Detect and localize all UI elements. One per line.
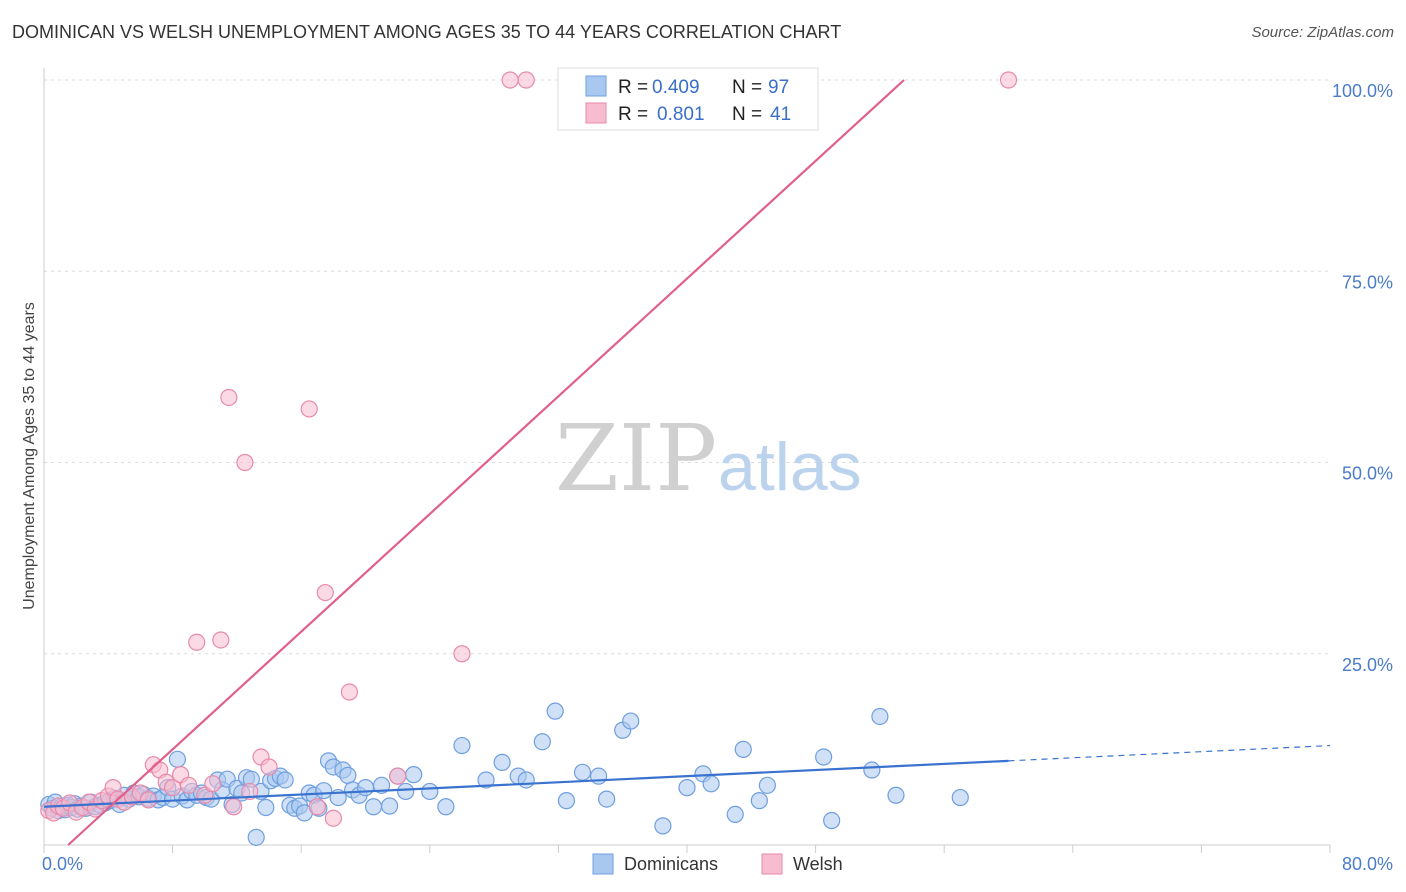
- scatter-point: [257, 798, 275, 817]
- y-tick-label: 75.0%: [1342, 272, 1393, 292]
- scatter-point: [815, 748, 833, 766]
- scatter-point: [533, 733, 551, 751]
- scatter-point: [493, 753, 511, 771]
- legend-label-dominicans: Dominicans: [624, 854, 718, 874]
- y-tick-label: 25.0%: [1342, 655, 1393, 675]
- scatter-point: [453, 736, 471, 755]
- scatter-point: [212, 631, 230, 649]
- legend-label-welsh: Welsh: [793, 854, 843, 874]
- x-tick-labels: 0.0% 80.0%: [42, 854, 1393, 874]
- y-tick-label: 50.0%: [1342, 464, 1393, 484]
- y-axis-label: Unemployment Among Ages 35 to 44 years: [21, 302, 38, 610]
- scatter-point: [734, 740, 752, 758]
- scatter-point: [315, 782, 333, 800]
- chart-title: DOMINICAN VS WELSH UNEMPLOYMENT AMONG AG…: [12, 22, 842, 42]
- scatter-point: [517, 771, 535, 789]
- trend-line-welsh: [67, 79, 905, 846]
- scatter-point: [863, 761, 881, 779]
- scatter-point: [225, 798, 243, 816]
- scatter-point: [501, 71, 519, 89]
- scatter-point: [389, 767, 407, 785]
- scatter-point: [276, 771, 294, 789]
- gridlines: [44, 79, 1330, 655]
- scatter-point: [316, 583, 334, 602]
- scatter-point: [188, 633, 206, 651]
- scatter-point: [139, 791, 158, 809]
- scatter-point: [437, 798, 455, 816]
- scatter-point: [702, 775, 720, 793]
- stats-swatch-welsh: [585, 102, 607, 124]
- scatter-point: [871, 707, 889, 726]
- legend-swatch-welsh: [761, 853, 783, 875]
- scatter-point: [598, 790, 616, 808]
- scatter-point: [678, 779, 696, 797]
- x-tick-label: 80.0%: [1342, 854, 1393, 874]
- scatter-point: [220, 388, 238, 407]
- watermark: ZIP atlas: [555, 405, 862, 512]
- scatter-point: [654, 817, 672, 835]
- scatter-point: [589, 767, 608, 785]
- scatter-point: [557, 792, 576, 810]
- scatter-point: [180, 776, 198, 794]
- scatter-point: [421, 782, 439, 801]
- watermark-zip: ZIP: [555, 405, 717, 512]
- scatter-point: [260, 758, 278, 776]
- stats-n-value: 41: [770, 104, 791, 125]
- scatter-point: [477, 771, 495, 789]
- series-legend: Dominicans Welsh: [592, 853, 843, 875]
- scatter-point: [324, 809, 342, 827]
- scatter-point: [622, 712, 640, 730]
- legend-swatch-dominicans: [592, 853, 614, 875]
- scatter-point: [241, 782, 259, 801]
- scatter-point: [999, 71, 1018, 89]
- stats-n-value: 97: [768, 77, 789, 98]
- x-minor-ticks: [43, 845, 1331, 853]
- trend-extension-dominicans: [1008, 744, 1331, 762]
- scatter-point: [372, 776, 391, 794]
- scatter-point: [405, 766, 423, 784]
- scatter-point: [573, 763, 592, 781]
- watermark-atlas: atlas: [718, 429, 862, 505]
- scatter-point: [339, 766, 357, 784]
- scatter-point: [340, 683, 359, 701]
- scatter-point: [381, 797, 399, 815]
- series-welsh-points: [40, 71, 1018, 827]
- scatter-point: [726, 805, 744, 824]
- scatter-point: [750, 792, 768, 810]
- stats-legend: R = 0.409 N = 97 R = 0.801 N = 41: [557, 67, 819, 131]
- scatter-point: [247, 828, 265, 846]
- scatter-point: [546, 702, 564, 720]
- y-tick-labels: 25.0% 50.0% 75.0% 100.0%: [1332, 81, 1393, 675]
- scatter-point: [453, 645, 471, 663]
- scatter-point: [887, 786, 905, 804]
- scatter-point: [204, 775, 222, 793]
- trend-line-dominicans: [43, 759, 1009, 808]
- stats-r-value: 0.801: [657, 104, 705, 125]
- stats-n-label: N =: [732, 104, 762, 125]
- stats-r-value: 0.409: [652, 77, 700, 98]
- scatter-point: [823, 811, 841, 830]
- scatter-point: [356, 779, 375, 797]
- scatter-point: [236, 453, 254, 472]
- stats-r-label: R =: [618, 77, 648, 98]
- x-tick-label: 0.0%: [42, 854, 83, 874]
- stats-n-label: N =: [732, 77, 762, 98]
- trend-lines: [43, 79, 1331, 846]
- stats-r-label: R =: [618, 104, 648, 125]
- scatter-point: [364, 798, 383, 816]
- scatter-point: [168, 750, 187, 768]
- scatter-point: [758, 776, 776, 794]
- scatter-point: [397, 782, 415, 801]
- stats-swatch-dominicans: [585, 75, 607, 97]
- source-label: Source: ZipAtlas.com: [1251, 24, 1394, 41]
- scatter-point: [951, 788, 969, 807]
- y-tick-label: 100.0%: [1332, 81, 1393, 101]
- scatter-point: [517, 71, 535, 89]
- scatter-point: [308, 798, 326, 816]
- scatter-point: [300, 400, 318, 418]
